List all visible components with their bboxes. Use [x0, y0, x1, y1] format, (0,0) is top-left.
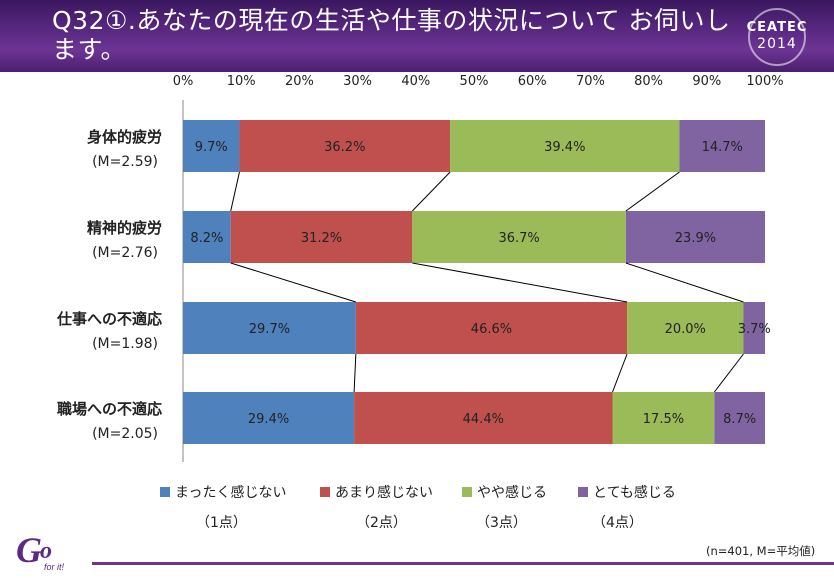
- category-mean: (M=1.98): [92, 336, 158, 352]
- bar-segment: [450, 120, 680, 172]
- series-connector-line: [625, 171, 680, 212]
- data-label: 20.0%: [665, 322, 706, 337]
- x-tick-label: 70%: [576, 74, 605, 89]
- x-tick-label: 90%: [692, 74, 721, 89]
- bar-segment: [612, 392, 715, 444]
- legend-label-1: まったく感じない: [175, 485, 287, 501]
- data-label: 8.7%: [723, 412, 756, 427]
- bar-segment: [354, 392, 613, 444]
- x-tick-label: 50%: [460, 74, 489, 89]
- go-for-it-logo: G o for it!: [16, 530, 65, 572]
- x-tick-label: 20%: [285, 74, 314, 89]
- bar-segment: [627, 302, 744, 354]
- data-label: 46.6%: [471, 322, 512, 337]
- sample-size-note: (n=401, M=平均値): [706, 544, 816, 558]
- bar-segment: [714, 392, 765, 444]
- series-connector-line: [625, 262, 744, 303]
- legend-points-1: （1点）: [196, 515, 247, 531]
- ceatec-logo: CEATEC 2014: [742, 6, 820, 66]
- legend-points-3: （3点）: [476, 515, 527, 531]
- logo-ring-icon: [748, 8, 806, 66]
- legend-item-2: あまり感じない: [320, 482, 433, 502]
- bar-segment: [679, 120, 765, 172]
- legend-label-4: とても感じる: [593, 485, 676, 501]
- category-label: 仕事への不適応: [56, 310, 162, 328]
- data-label: 29.4%: [248, 412, 289, 427]
- category-mean: (M=2.59): [92, 154, 158, 170]
- data-label: 36.2%: [324, 140, 365, 155]
- bar-segment: [239, 120, 451, 172]
- series-connector-line: [411, 171, 451, 212]
- bar-segment: [183, 120, 240, 172]
- data-label: 9.7%: [195, 140, 228, 155]
- series-connector-line: [412, 262, 628, 303]
- category-mean: (M=2.76): [92, 245, 158, 261]
- legend-label-2: あまり感じない: [335, 485, 433, 501]
- x-tick-label: 10%: [227, 74, 256, 89]
- bar-segment: [355, 302, 628, 354]
- legend-item-1: まったく感じない: [160, 482, 286, 502]
- series-connector-line: [230, 262, 357, 303]
- x-tick-label: 100%: [746, 74, 783, 89]
- legend-item-4: とても感じる: [578, 482, 676, 502]
- category-label: 身体的疲労: [87, 128, 162, 146]
- data-label: 23.9%: [675, 231, 716, 246]
- series-connector-line: [713, 353, 744, 393]
- legend-swatch-4: [578, 487, 588, 497]
- series-connector-line: [230, 171, 240, 212]
- go-logo-tagline: for it!: [44, 562, 65, 572]
- x-tick-label: 30%: [343, 74, 372, 89]
- bar-segment: [412, 211, 626, 263]
- legend: まったく感じない あまり感じない やや感じる とても感じる （1点） （2点） …: [160, 482, 720, 534]
- legend-points-4: （4点）: [592, 515, 643, 531]
- category-label: 職場への不適応: [57, 400, 162, 418]
- legend-swatch-2: [320, 487, 330, 497]
- series-connector-line: [353, 353, 357, 393]
- bar-segment: [743, 302, 765, 354]
- bar-segment: [230, 211, 413, 263]
- bar-segment: [183, 302, 356, 354]
- x-tick-label: 40%: [401, 74, 430, 89]
- data-label: 17.5%: [643, 412, 684, 427]
- page-title: Q32①.あなたの現在の生活や仕事の状況について お伺いします。: [52, 6, 731, 64]
- legend-points-2: （2点）: [356, 515, 407, 531]
- legend-item-3: やや感じる: [462, 482, 547, 502]
- category-mean: (M=2.05): [92, 426, 158, 442]
- legend-label-3: やや感じる: [477, 485, 547, 501]
- data-label: 14.7%: [702, 140, 743, 155]
- go-logo-o: o: [40, 538, 52, 564]
- data-label: 44.4%: [463, 412, 504, 427]
- x-tick-label: 60%: [518, 74, 547, 89]
- data-label: 39.4%: [544, 140, 585, 155]
- category-label: 精神的疲労: [87, 219, 162, 237]
- bar-segment: [625, 211, 765, 263]
- legend-swatch-1: [160, 487, 170, 497]
- data-label: 36.7%: [498, 231, 539, 246]
- data-label: 31.2%: [301, 231, 342, 246]
- go-logo-mark: G: [16, 530, 42, 570]
- footer-divider: [92, 562, 834, 565]
- logo-year: 2014: [757, 36, 797, 52]
- bar-segment: [183, 392, 355, 444]
- data-label: 8.2%: [190, 231, 223, 246]
- bar-segment: [183, 211, 231, 263]
- x-tick-label: 80%: [634, 74, 663, 89]
- legend-swatch-3: [462, 487, 472, 497]
- data-label: 3.7%: [738, 322, 771, 337]
- x-tick-label: 0%: [173, 74, 194, 89]
- header-banner: Q32①.あなたの現在の生活や仕事の状況について お伺いします。 CEATEC …: [0, 0, 834, 72]
- data-label: 29.7%: [249, 322, 290, 337]
- logo-text: CEATEC: [746, 20, 808, 35]
- series-connector-line: [612, 353, 628, 393]
